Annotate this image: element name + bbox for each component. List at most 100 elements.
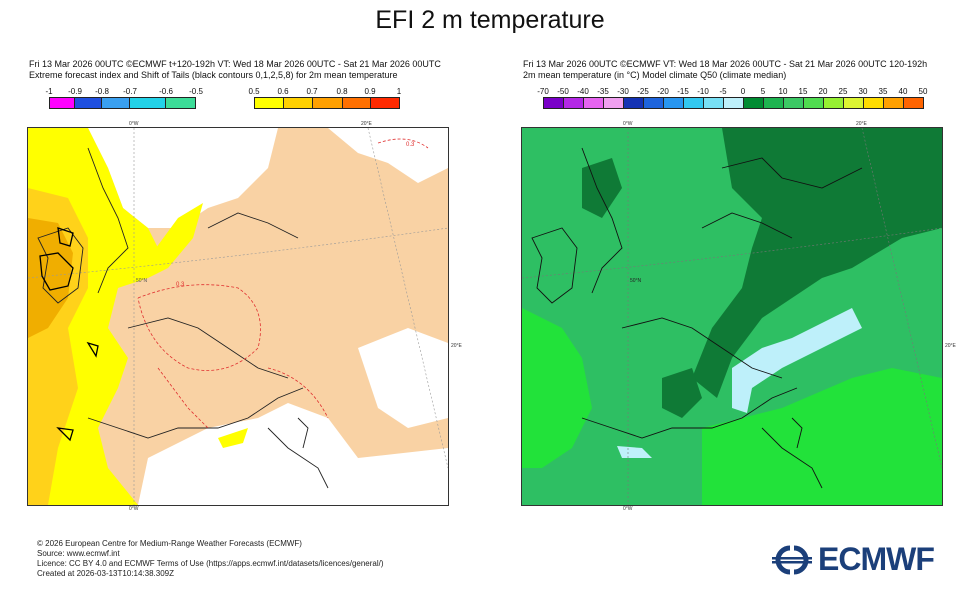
legend-swatch xyxy=(643,97,664,109)
left-legend-tick: 0.9 xyxy=(364,87,376,96)
right-map-svg: 50°N xyxy=(522,128,942,505)
legend-swatch xyxy=(543,97,564,109)
legend-swatch xyxy=(703,97,724,109)
no-signal-area xyxy=(88,128,278,228)
legend-swatch xyxy=(903,97,924,109)
legend-swatch xyxy=(603,97,624,109)
ecmwf-logo-text: ECMWF xyxy=(818,541,935,577)
legend-swatch xyxy=(823,97,844,109)
right-legend-tick: 25 xyxy=(838,87,848,96)
legend-swatch xyxy=(623,97,644,109)
temperature-10-15-area xyxy=(522,308,592,468)
no-signal-area xyxy=(328,128,448,183)
legend-swatch xyxy=(803,97,824,109)
coastlines xyxy=(531,147,863,489)
legend-swatch xyxy=(312,97,343,109)
left-map-svg: 50°N 0.3 0.3 xyxy=(28,128,448,505)
left-legend-negative xyxy=(49,97,197,111)
right-legend-tick: 40 xyxy=(898,87,908,96)
black-contours xyxy=(39,227,99,442)
left-legend-tick: -0.9 xyxy=(68,87,82,96)
right-legend-tick: -5 xyxy=(719,87,727,96)
left-meridian-label-side: 20°E xyxy=(451,343,462,349)
left-legend-tick: -0.8 xyxy=(95,87,109,96)
left-legend-labels: -1 -0.9 -0.8 -0.7 -0.6 -0.5 0.5 0.6 0.7 … xyxy=(0,87,490,97)
right-legend-tick: 0 xyxy=(740,87,746,96)
source-text: Source: www.ecmwf.int xyxy=(37,549,120,558)
created-text: Created at 2026-03-13T10:14:38.309Z xyxy=(37,569,174,578)
right-legend-tick: -20 xyxy=(657,87,669,96)
right-legend-tick: -70 xyxy=(537,87,549,96)
legend-swatch xyxy=(683,97,704,109)
coastlines xyxy=(37,147,329,489)
contour-label: 0.3 xyxy=(176,282,185,288)
right-legend-colorbar xyxy=(543,97,924,111)
left-legend-tick: 0.6 xyxy=(277,87,289,96)
legend-swatch xyxy=(783,97,804,109)
right-map-header-line1: Fri 13 Mar 2026 00UTC ©ECMWF VT: Wed 18 … xyxy=(523,59,928,69)
efi-yellow-area xyxy=(156,203,203,268)
legend-swatch xyxy=(763,97,784,109)
ecmwf-logo-mark-icon xyxy=(772,545,812,574)
temperature-10-15-area xyxy=(702,368,942,505)
legend-swatch xyxy=(283,97,313,109)
legend-swatch xyxy=(583,97,604,109)
legend-swatch xyxy=(101,97,130,109)
right-legend-labels: -70 -50 -40 -35 -30 -25 -20 -15 -10 -5 0 5 10 15 20 25 3… xyxy=(0,87,980,97)
ecmwf-logo[interactable]: ECMWF xyxy=(772,541,935,578)
temperature-0-5-area xyxy=(692,128,942,398)
temperature-0-below-area xyxy=(732,308,862,413)
legend-swatch xyxy=(863,97,884,109)
legend-swatch xyxy=(74,97,102,109)
left-efi-map[interactable]: 50°N 0.3 0.3 xyxy=(27,127,449,506)
no-signal-area xyxy=(358,328,448,428)
graticule xyxy=(522,128,942,505)
right-meridian-label-top: 0°W xyxy=(623,121,633,127)
legend-swatch xyxy=(843,97,864,109)
graticule xyxy=(28,128,448,505)
right-meridian-label-top-east: 20°E xyxy=(856,121,867,127)
legend-swatch xyxy=(49,97,75,109)
right-legend-tick: -25 xyxy=(637,87,649,96)
no-signal-area xyxy=(138,403,448,505)
copyright-text: © 2026 European Centre for Medium-Range … xyxy=(37,539,302,548)
temperature-0-5-area xyxy=(582,158,622,218)
temperature-0-5-area xyxy=(662,368,702,418)
efi-orange-area xyxy=(28,218,73,338)
left-legend-tick: 0.7 xyxy=(306,87,318,96)
right-legend-tick: -50 xyxy=(557,87,569,96)
legend-swatch xyxy=(254,97,284,109)
right-meridian-label-bottom: 0°W xyxy=(623,506,633,512)
right-legend-tick: 15 xyxy=(798,87,808,96)
right-legend-tick: 10 xyxy=(778,87,788,96)
right-legend-tick: 5 xyxy=(760,87,766,96)
left-meridian-label-bottom: 0°W xyxy=(129,506,139,512)
left-legend-tick: 1 xyxy=(396,87,402,96)
left-legend-tick: 0.8 xyxy=(336,87,348,96)
figure-title: EFI 2 m temperature xyxy=(375,6,605,34)
legend-swatch xyxy=(743,97,764,109)
legend-swatch xyxy=(723,97,744,109)
right-legend-tick: -15 xyxy=(677,87,689,96)
right-map-header-line2: 2m mean temperature (in °C) Model climat… xyxy=(523,70,787,80)
left-legend-tick: -0.6 xyxy=(159,87,173,96)
shift-of-tails-contours xyxy=(137,138,429,429)
parallel-label: 50°N xyxy=(630,278,642,284)
efi-yellow-area xyxy=(218,428,248,448)
left-map-header-line1: Fri 13 Mar 2026 00UTC ©ECMWF t+120-192h … xyxy=(29,59,441,69)
right-meridian-label-side: 20°E xyxy=(945,343,956,349)
left-legend-tick: 0.5 xyxy=(248,87,260,96)
left-legend-tick: -0.5 xyxy=(189,87,203,96)
right-climate-map[interactable]: 50°N xyxy=(521,127,943,506)
right-legend-tick: -40 xyxy=(577,87,589,96)
legend-swatch xyxy=(563,97,584,109)
right-legend-tick: 20 xyxy=(818,87,828,96)
parallel-label: 50°N xyxy=(136,278,148,284)
right-legend-tick: 35 xyxy=(878,87,888,96)
legend-swatch xyxy=(342,97,371,109)
left-legend-tick: -1 xyxy=(45,87,53,96)
right-legend-tick: -35 xyxy=(597,87,609,96)
right-legend-tick: 30 xyxy=(858,87,868,96)
legend-swatch xyxy=(165,97,196,109)
right-legend-tick: -30 xyxy=(617,87,629,96)
